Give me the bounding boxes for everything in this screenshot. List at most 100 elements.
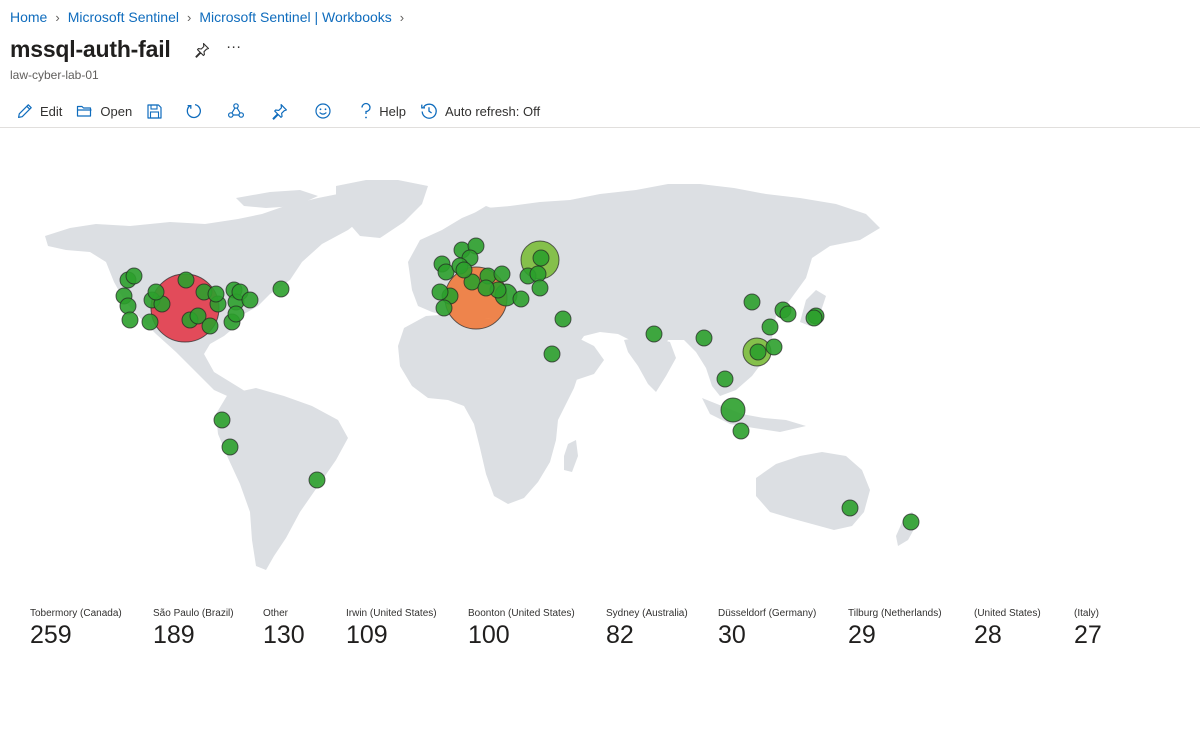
tile-label: Sydney (Australia) [606, 608, 688, 619]
share-button[interactable] [220, 98, 252, 124]
tile-irwin[interactable]: Irwin (United States) 109 [346, 608, 437, 650]
help-button[interactable]: Help [353, 98, 413, 124]
map-bubble[interactable] [645, 325, 663, 343]
map-bubble[interactable] [207, 285, 225, 303]
map-bubble[interactable] [779, 305, 797, 323]
map-bubble[interactable] [805, 309, 823, 327]
breadcrumb-home[interactable]: Home [10, 9, 48, 25]
help-icon [361, 102, 371, 119]
south-america-land [216, 388, 348, 570]
tile-italy[interactable]: (Italy) 27 [1074, 608, 1102, 650]
map-bubble[interactable] [213, 411, 231, 429]
map-bubble[interactable] [902, 513, 920, 531]
map-bubble[interactable] [716, 370, 734, 388]
india-land [624, 336, 676, 392]
tile-value: 189 [153, 621, 195, 649]
map-bubble[interactable] [141, 313, 159, 331]
location-tiles: Tobermory (Canada) 259 São Paulo (Brazil… [30, 608, 1180, 658]
map-bubble[interactable] [221, 438, 239, 456]
tile-tilburg[interactable]: Tilburg (Netherlands) 29 [848, 608, 942, 650]
tile-label: (Italy) [1074, 608, 1099, 619]
tile-dusseldorf[interactable]: Düsseldorf (Germany) 30 [718, 608, 816, 650]
australia-land [756, 452, 870, 530]
map-bubble[interactable] [749, 343, 767, 361]
map-bubble[interactable] [272, 280, 290, 298]
pin-icon [272, 103, 288, 120]
map-bubble[interactable] [529, 265, 547, 283]
auto-refresh-button[interactable]: Auto refresh: Off [413, 98, 547, 124]
map-bubble[interactable] [119, 297, 137, 315]
tile-sao-paulo[interactable]: São Paulo (Brazil) 189 [153, 608, 234, 650]
save-icon [147, 103, 162, 119]
title-row: mssql-auth-fail ··· [10, 36, 245, 63]
tile-boonton[interactable]: Boonton (United States) 100 [468, 608, 575, 650]
tile-value: 109 [346, 621, 388, 649]
map-bubble[interactable] [532, 249, 550, 267]
help-label: Help [379, 103, 406, 119]
breadcrumb-workbooks[interactable]: Microsoft Sentinel | Workbooks [199, 9, 392, 25]
map-bubble[interactable] [743, 293, 761, 311]
header-divider [0, 127, 1200, 128]
tile-label: Düsseldorf (Germany) [718, 608, 817, 619]
feedback-icon [315, 103, 331, 119]
tile-united-states[interactable]: (United States) 28 [974, 608, 1041, 650]
map-bubble[interactable] [761, 318, 779, 336]
map-bubble[interactable] [431, 283, 449, 301]
open-icon [77, 105, 92, 117]
open-label: Open [100, 103, 133, 119]
pin-button[interactable] [264, 98, 295, 124]
map-bubble[interactable] [720, 397, 746, 423]
tile-value: 28 [974, 621, 1002, 649]
canada-islands-land [236, 190, 318, 208]
map-bubble[interactable] [189, 307, 207, 325]
toolbar: Edit Open [10, 98, 547, 124]
map-bubble[interactable] [201, 317, 219, 335]
map-bubble[interactable] [121, 311, 139, 329]
tile-label: Tobermory (Canada) [30, 608, 122, 619]
map-bubble[interactable] [477, 279, 495, 297]
auto-refresh-label: Auto refresh: Off [444, 103, 541, 119]
map-bubble[interactable] [308, 471, 326, 489]
pin-to-favorites-button[interactable] [191, 39, 213, 61]
map-bubble[interactable] [554, 310, 572, 328]
breadcrumb-microsoft-sentinel[interactable]: Microsoft Sentinel [67, 9, 179, 25]
map-bubble[interactable] [227, 305, 245, 323]
page-subtitle: law-cyber-lab-01 [10, 68, 99, 82]
map-bubble[interactable] [765, 338, 783, 356]
tile-tobermory[interactable]: Tobermory (Canada) 259 [30, 608, 122, 650]
map-bubble[interactable] [732, 422, 750, 440]
edit-button[interactable]: Edit [10, 98, 69, 124]
arabia-land [550, 336, 604, 380]
map-bubble[interactable] [455, 261, 473, 279]
tile-label: São Paulo (Brazil) [153, 608, 234, 619]
tile-value: 259 [30, 621, 72, 649]
tile-value: 27 [1074, 621, 1102, 649]
map-bubble[interactable] [512, 290, 530, 308]
map-bubble[interactable] [841, 499, 859, 517]
map-bubble[interactable] [435, 299, 453, 317]
tile-label: (United States) [974, 608, 1041, 619]
refresh-button[interactable] [178, 98, 210, 124]
feedback-button[interactable] [307, 98, 339, 124]
uk-land [416, 252, 434, 280]
map-bubble[interactable] [695, 329, 713, 347]
tile-sydney[interactable]: Sydney (Australia) 82 [606, 608, 688, 650]
map-bubble[interactable] [125, 267, 143, 285]
refresh-icon [186, 103, 202, 119]
more-options-button[interactable]: ··· [226, 38, 242, 55]
map-bubble[interactable] [543, 345, 561, 363]
tile-other[interactable]: Other 130 [263, 608, 305, 650]
open-button[interactable]: Open [69, 98, 139, 124]
map-bubble[interactable] [241, 291, 259, 309]
tile-value: 30 [718, 621, 746, 649]
land-layer [45, 180, 918, 570]
share-icon [228, 103, 245, 118]
map-bubble[interactable] [493, 265, 511, 283]
map-bubble[interactable] [147, 283, 165, 301]
map-bubble[interactable] [177, 271, 195, 289]
chevron-right-icon: › [399, 9, 405, 25]
indonesia-land [702, 398, 806, 432]
save-button[interactable] [139, 98, 170, 124]
map-bubble[interactable] [531, 279, 549, 297]
tile-label: Boonton (United States) [468, 608, 575, 619]
